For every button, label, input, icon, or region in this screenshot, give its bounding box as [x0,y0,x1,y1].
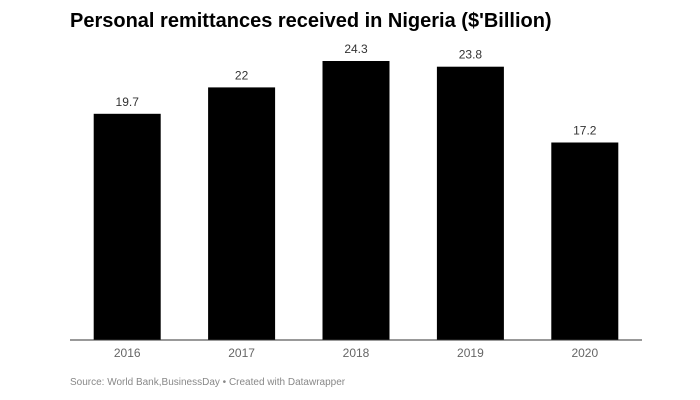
tick-labels-layer: 2016 2017 2018 2019 2020 [114,346,599,360]
bar-2018 [322,61,390,340]
x-tick-label-2019: 2019 [457,346,484,360]
source-note: Source: World Bank,BusinessDay • Created… [70,377,346,388]
value-labels-layer: 19.7 22 24.3 23.8 17.2 [116,42,597,138]
bar-2016 [93,113,161,340]
value-label-2016: 19.7 [116,95,140,109]
bar-2020 [551,142,619,340]
x-tick-label-2020: 2020 [571,346,598,360]
value-label-2019: 23.8 [459,48,483,62]
value-label-2018: 24.3 [344,42,368,56]
x-tick-label-2017: 2017 [228,346,255,360]
chart-title: Personal remittances received in Nigeria… [70,10,552,32]
bar-2019 [436,66,504,340]
bar-2017 [208,87,276,341]
value-label-2020: 17.2 [573,124,597,138]
value-label-2017: 22 [235,68,249,82]
x-tick-label-2018: 2018 [343,346,370,360]
x-tick-label-2016: 2016 [114,346,141,360]
bars-layer [93,61,619,341]
